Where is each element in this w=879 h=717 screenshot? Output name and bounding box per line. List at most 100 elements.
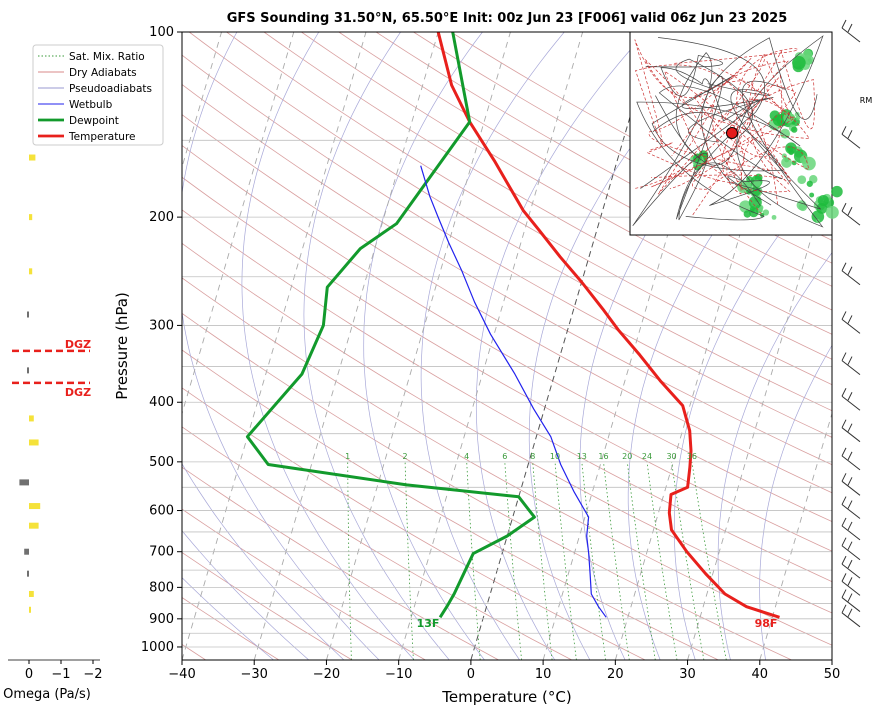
- mixing-ratio-line: [646, 461, 678, 660]
- y-tick-label: 400: [149, 395, 174, 410]
- dewpoint-line: [245, 32, 536, 619]
- location-marker: [726, 127, 738, 139]
- mixing-ratio-line: [504, 461, 522, 660]
- mixing-ratio-label: 36: [687, 452, 697, 461]
- omega-bar: [29, 522, 39, 529]
- wind-barb-flag: [841, 388, 847, 397]
- precip-blob: [831, 185, 843, 198]
- wind-barb-flag: [847, 451, 853, 461]
- wind-barb-staff: [841, 580, 861, 596]
- dry-adiabat: [338, 32, 832, 311]
- dry-adiabat: [182, 551, 353, 660]
- wind-barb-flag: [841, 262, 847, 271]
- contour-line: [655, 58, 761, 220]
- legend-box: [32, 44, 164, 146]
- dgz-label: DGZ: [65, 338, 91, 351]
- mixing-ratio-line: [347, 461, 352, 660]
- wind-barb-staff: [841, 427, 861, 443]
- dry-adiabat: [182, 466, 499, 660]
- wind-barb-staff: [841, 395, 861, 411]
- precip-blob: [795, 115, 801, 121]
- wind-barb-flag: [847, 477, 853, 486]
- precip-blob: [817, 194, 829, 207]
- legend-label: Dry Adiabats: [69, 67, 137, 79]
- omega-bar: [29, 503, 41, 510]
- y-tick-label: 800: [149, 580, 174, 595]
- precip-blob: [809, 192, 815, 198]
- dry-adiabat: [182, 54, 832, 438]
- pseudoadiabat: [182, 530, 310, 660]
- wind-barb: [841, 419, 861, 443]
- contour-line: [657, 52, 791, 215]
- wind-barb-staff: [841, 133, 861, 149]
- dry-adiabat: [182, 312, 792, 660]
- mixing-ratio-line: [691, 461, 727, 660]
- omega-bar: [19, 479, 29, 486]
- omega-bar: [29, 268, 33, 275]
- mixing-ratio-label: 30: [666, 452, 676, 461]
- precip-blob: [792, 55, 806, 70]
- wind-barb-flag: [847, 23, 853, 33]
- precip-blob: [805, 55, 815, 65]
- wind-barb-staff: [841, 597, 861, 612]
- wind-barb-flag: [847, 608, 853, 618]
- legend-label: Temperature: [68, 131, 136, 143]
- rm-label: RM: [860, 96, 873, 105]
- wind-barb: [841, 555, 861, 579]
- wind-barb: [841, 19, 861, 43]
- dry-adiabat: [413, 32, 832, 264]
- wind-barb: [841, 126, 861, 149]
- dry-adiabat: [182, 176, 832, 552]
- wind-barb-staff: [841, 480, 861, 496]
- x-tick-label: 10: [535, 667, 552, 682]
- contour-line: [701, 37, 822, 210]
- y-tick-label: 200: [149, 210, 174, 225]
- dry-adiabat: [263, 32, 832, 360]
- wind-barb-flag: [847, 392, 853, 401]
- precip-blob: [753, 179, 761, 187]
- pseudoadiabat: [717, 252, 832, 660]
- temperature-line: [436, 32, 780, 619]
- y-tick-label: 700: [149, 545, 174, 560]
- wind-barb: [841, 352, 861, 375]
- dry-adiabat: [182, 84, 832, 466]
- x-tick-label: 0: [467, 667, 475, 682]
- mixing-ratio-label: 10: [550, 452, 560, 461]
- mixing-ratio-line: [404, 461, 414, 660]
- pseudoadiabat: [182, 463, 345, 660]
- omega-bar: [29, 154, 36, 161]
- precip-blob: [791, 126, 798, 133]
- wind-barb-staff: [841, 27, 861, 43]
- precip-blob: [771, 214, 777, 220]
- omega-bar: [27, 367, 29, 374]
- surface-temperature-label: 98F: [755, 617, 778, 630]
- y-tick-label: 500: [149, 455, 174, 470]
- contour-line: [644, 59, 811, 190]
- pseudoadiabat: [182, 32, 380, 660]
- omega-bar: [27, 570, 29, 577]
- dry-adiabat: [182, 209, 832, 583]
- dry-adiabat: [182, 242, 832, 614]
- wind-barb-flag: [841, 473, 847, 482]
- wind-barb-flag: [841, 447, 847, 457]
- contour-line: [636, 85, 801, 221]
- wind-barb-staff: [841, 319, 861, 334]
- omega-bar: [27, 311, 29, 318]
- wind-barb-flag: [841, 126, 847, 135]
- wind-barb-flag: [847, 356, 853, 365]
- wind-barb: [841, 604, 861, 628]
- wind-barb: [841, 447, 861, 471]
- y-tick-label: 900: [149, 612, 174, 627]
- dry-adiabat: [182, 387, 646, 660]
- precip-blob: [806, 180, 813, 187]
- isotherm: [831, 658, 832, 660]
- dgz-label: DGZ: [65, 386, 91, 399]
- contour-line: [651, 48, 799, 185]
- dry-adiabat: [182, 114, 832, 494]
- precip-blob: [748, 195, 762, 209]
- dry-adiabat: [301, 32, 832, 335]
- mixing-ratio-label: 4: [464, 452, 469, 461]
- wind-barb-flag: [847, 577, 853, 586]
- wind-barb-flag: [841, 202, 847, 212]
